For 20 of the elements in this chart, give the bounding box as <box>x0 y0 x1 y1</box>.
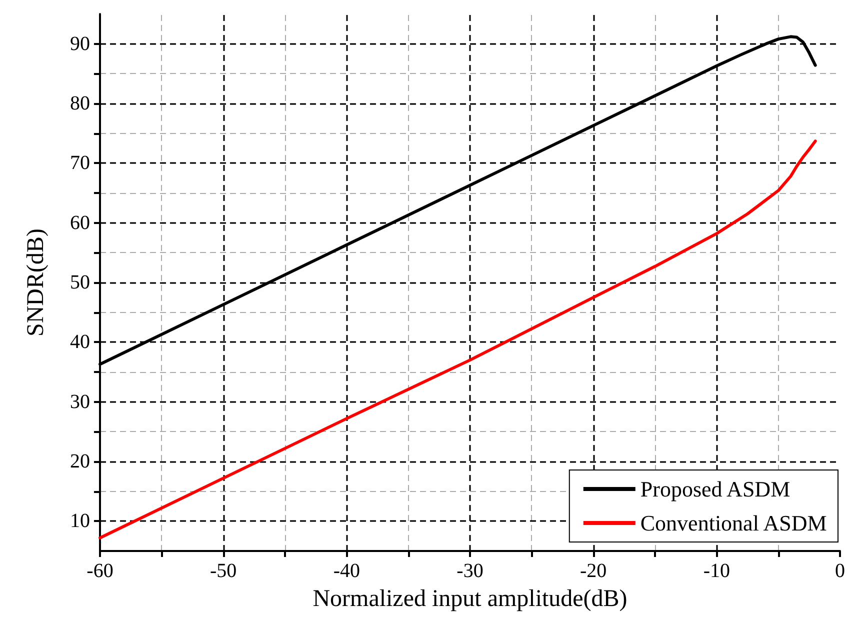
x-tick-label: -40 <box>333 560 360 582</box>
x-tick-label: -20 <box>580 560 607 582</box>
legend-label: Proposed ASDM <box>640 476 790 502</box>
y-tick-label: 80 <box>70 92 90 114</box>
y-tick-label: 50 <box>70 272 90 294</box>
y-tick-label: 60 <box>70 212 90 234</box>
y-tick-label: 90 <box>70 32 90 55</box>
y-tick-label: 70 <box>70 152 90 174</box>
legend-label: Conventional ASDM <box>640 510 827 536</box>
y-axis-title: SNDR(dB) <box>23 228 49 337</box>
x-tick-label: 0 <box>835 560 845 582</box>
y-tick-label: 10 <box>70 510 90 532</box>
y-tick-label: 30 <box>70 390 90 413</box>
x-tick-label: -60 <box>86 560 114 582</box>
x-axis-title: Normalized input amplitude(dB) <box>312 586 628 612</box>
x-tick-label: -30 <box>456 560 484 582</box>
y-tick-label: 40 <box>70 331 90 354</box>
x-tick-label: -50 <box>210 560 237 582</box>
y-tick-label: 20 <box>70 450 90 472</box>
x-tick-label: -10 <box>703 560 730 582</box>
